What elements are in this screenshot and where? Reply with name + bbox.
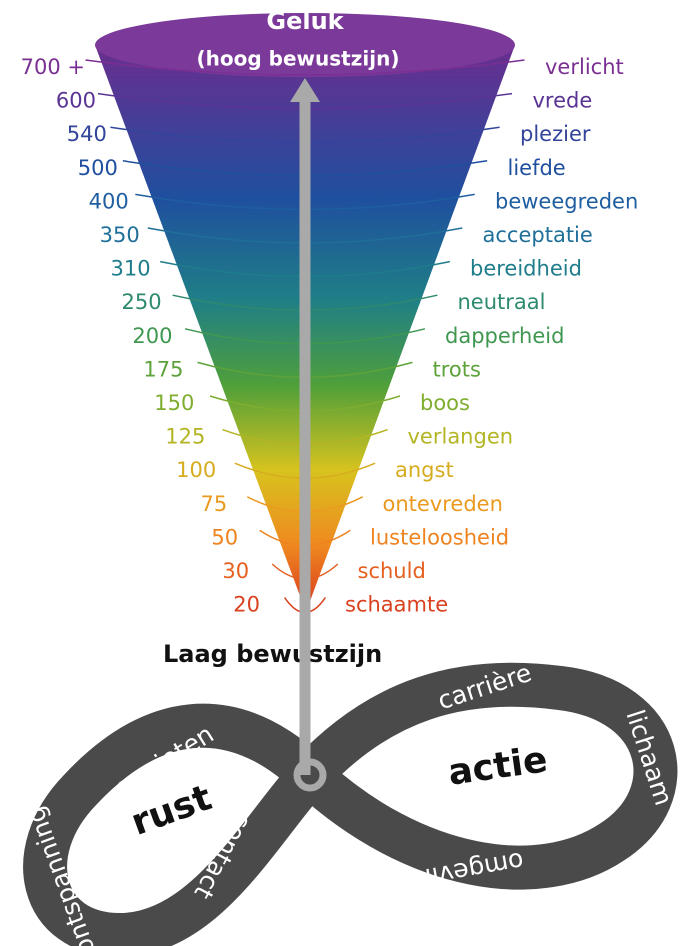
subtitle: (hoog bewustzijn): [197, 47, 400, 71]
level-number: 540: [67, 122, 107, 146]
level-emotion: neutraal: [458, 290, 546, 314]
level-number: 400: [89, 189, 129, 213]
level-emotion: schaamte: [345, 593, 448, 617]
level-emotion: vrede: [533, 89, 593, 113]
level-number: 175: [143, 357, 183, 381]
level-emotion: beweegreden: [495, 189, 638, 213]
page-body: {"header": {"title": "Geluk", "subtitle"…: [0, 0, 688, 946]
level-number: 700 +: [21, 55, 85, 79]
level-number: 150: [154, 391, 194, 415]
title: Geluk: [266, 7, 344, 35]
level-emotion: plezier: [520, 122, 591, 146]
level-number: 350: [100, 223, 140, 247]
level-number: 600: [56, 89, 96, 113]
level-number: 125: [165, 425, 205, 449]
level-number: 30: [222, 559, 249, 583]
level-number: 250: [121, 290, 161, 314]
level-emotion: ontevreden: [383, 492, 503, 516]
level-number: 500: [78, 156, 118, 180]
level-number: 75: [200, 492, 227, 516]
level-emotion: schuld: [358, 559, 426, 583]
page: Bewustzijnsschaal html, body { margin: 0…: [0, 0, 688, 946]
bottom-label: Laag bewustzijn: [163, 640, 382, 668]
diagram: Geluk (hoog bewustzijn) 700 + verlicht 600…: [0, 0, 688, 946]
level-emotion: lusteloosheid: [370, 525, 509, 549]
level-emotion: verlicht: [545, 55, 624, 79]
level-number: 100: [176, 458, 216, 482]
level-emotion: trots: [433, 357, 481, 381]
level-emotion: dapperheid: [445, 324, 564, 348]
level-emotion: verlangen: [408, 425, 514, 449]
level-emotion: bereidheid: [470, 257, 582, 281]
level-emotion: angst: [395, 458, 454, 482]
level-number: 50: [211, 525, 238, 549]
level-emotion: liefde: [508, 156, 566, 180]
level-number: 200: [132, 324, 172, 348]
level-number: 20: [233, 593, 260, 617]
actie-label: actie: [446, 739, 550, 793]
level-emotion: boos: [420, 391, 470, 415]
level-emotion: acceptatie: [483, 223, 593, 247]
level-number: 310: [111, 257, 151, 281]
